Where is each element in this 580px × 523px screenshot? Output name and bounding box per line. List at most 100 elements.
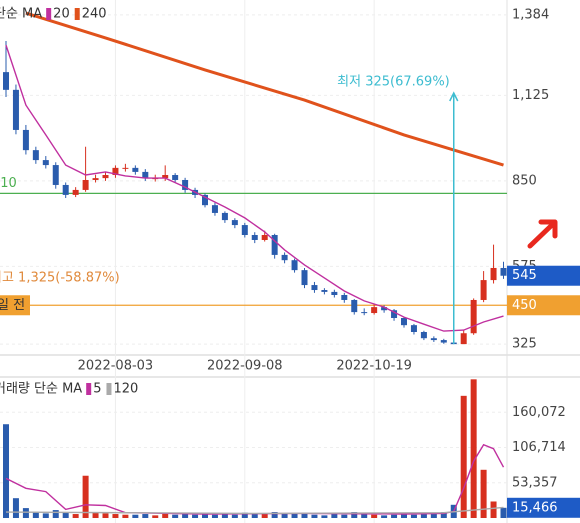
y-tick-label: 106,714 [512, 440, 566, 455]
volume-bar [371, 514, 378, 518]
candle-body [321, 290, 328, 292]
candle-body [42, 160, 49, 166]
candle-body [301, 270, 308, 286]
x-tick-label: 2022-08-03 [78, 359, 154, 374]
volume-bar [112, 514, 119, 518]
y-tick-label: 160,072 [512, 405, 566, 420]
legend-label: 거래량 단순 MA [0, 382, 82, 397]
legend-swatch [106, 383, 112, 395]
candle-body [62, 184, 69, 195]
candle-body [291, 260, 298, 271]
legend-entry: 20 [53, 7, 70, 22]
x-tick-label: 2022-09-08 [207, 359, 283, 374]
legend-entry: 120 [113, 382, 138, 397]
volume-bar [152, 515, 159, 518]
volume-bar [182, 514, 189, 518]
volume-bar [192, 514, 199, 518]
volume-bar [460, 395, 467, 518]
volume-bar [271, 512, 278, 518]
volume-bar [122, 514, 129, 518]
candle-body [341, 295, 348, 300]
candle-body [500, 267, 507, 276]
x-tick-label: 2022-10-19 [336, 359, 412, 374]
candle-body [172, 175, 179, 180]
reference-label: 일 전 [0, 298, 25, 313]
legend-entry: 5 [93, 382, 101, 397]
volume-bar [331, 514, 338, 518]
candle-body [460, 333, 467, 345]
volume-bar [162, 512, 169, 518]
candle-body [470, 299, 477, 334]
candle-body [142, 171, 149, 179]
candle-body [271, 235, 278, 255]
candle-body [241, 225, 248, 236]
candle-body [182, 179, 189, 190]
volume-bar [202, 513, 208, 518]
candle-body [32, 150, 39, 161]
candle-body [410, 325, 417, 332]
low-annotation: 최저 325(67.69%) [337, 75, 450, 90]
current-volume-label: 15,466 [512, 500, 558, 515]
volume-bar [490, 501, 497, 518]
candle-body [52, 165, 59, 185]
candle-body [132, 167, 139, 172]
volume-bar [341, 514, 348, 518]
volume-bar [391, 514, 398, 518]
volume-bar [480, 469, 487, 518]
volume-bar [301, 512, 308, 518]
candle-body [211, 205, 218, 213]
volume-bar [221, 514, 228, 518]
candle-body [420, 331, 427, 339]
volume-bar [291, 513, 298, 518]
volume-bar [82, 475, 89, 518]
volume-bar [381, 515, 388, 518]
volume-bar [361, 514, 368, 518]
volume-bar [92, 512, 99, 518]
candle-body [231, 220, 238, 226]
y-tick-label: 325 [512, 337, 537, 352]
legend-swatch [74, 8, 80, 20]
volume-bar [72, 514, 79, 518]
candle-body [72, 189, 79, 195]
high-annotation: 최고 1,325(-58.87%) [0, 271, 120, 286]
volume-bar [142, 514, 149, 518]
candle-body [261, 235, 268, 240]
reference-label-box [0, 295, 30, 316]
candle-body [251, 235, 258, 240]
candle-body [202, 194, 208, 206]
current-price-box [507, 265, 580, 286]
ma-240 [25, 11, 504, 167]
volume-bar [311, 514, 318, 518]
candle-body [162, 175, 169, 179]
legend-label: 단순 MA [0, 7, 42, 22]
candle-body [440, 340, 447, 343]
reference-value-box [507, 295, 580, 316]
volume-ma [5, 506, 504, 515]
candle-body [490, 267, 497, 281]
candle-body [391, 310, 398, 319]
candle-body [92, 178, 99, 180]
volume-bar [102, 513, 109, 518]
candle-body [82, 179, 89, 190]
candle-body [3, 72, 9, 90]
volume-bar [430, 513, 437, 518]
volume-bar [3, 424, 9, 518]
y-tick-label: 850 [512, 173, 537, 188]
volume-bar [211, 514, 218, 518]
ma-20 [5, 44, 504, 332]
candle-body [371, 307, 378, 314]
candle-body [221, 212, 228, 221]
reference-value-label: 450 [512, 298, 537, 313]
candle-body [102, 175, 109, 179]
candle-body [361, 312, 368, 314]
volume-bar [440, 512, 447, 518]
volume-bar [470, 379, 477, 518]
volume-bar [52, 510, 59, 518]
volume-bar [401, 514, 407, 518]
candle-body [401, 318, 407, 326]
candle-body [381, 307, 388, 311]
volume-bar [62, 512, 69, 518]
volume-bar [410, 514, 417, 518]
candle-body [430, 338, 437, 341]
